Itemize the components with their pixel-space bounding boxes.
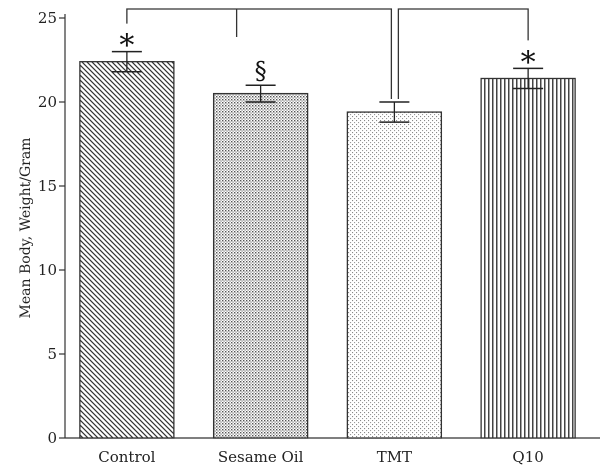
y-tick-label: 20 <box>38 93 57 111</box>
bars <box>79 61 576 439</box>
significance-brackets <box>126 8 529 99</box>
bar-tmt <box>346 111 443 439</box>
bar-sesame-oil <box>212 92 309 439</box>
x-tick-labels: Control Sesame Oil TMT Q10 <box>98 448 544 466</box>
x-tick-label: Q10 <box>512 448 543 466</box>
x-tick-label: Control <box>98 448 155 466</box>
y-tick-label: 25 <box>38 9 57 27</box>
bracket-tmt-q10 <box>397 8 529 99</box>
y-tick-label: 10 <box>38 261 57 279</box>
error-bar <box>245 84 276 103</box>
x-tick-label: Sesame Oil <box>218 448 304 466</box>
y-tick-label: 0 <box>47 429 57 447</box>
significance-mark: § <box>255 57 267 85</box>
error-bar <box>513 67 544 90</box>
y-ticks: 0 5 10 15 20 25 <box>38 9 65 447</box>
x-tick-label: TMT <box>377 448 412 466</box>
error-bar <box>111 50 142 73</box>
significance-annotations: * § * <box>119 29 535 86</box>
y-tick-label: 15 <box>38 177 57 195</box>
y-axis-title: Mean Body, Weight/Gram <box>18 138 34 319</box>
bracket-control-tmt <box>126 8 393 99</box>
error-bars <box>111 50 544 123</box>
significance-mark: * <box>521 45 536 80</box>
bar-q10 <box>480 77 576 439</box>
significance-mark: * <box>119 29 134 64</box>
y-tick-label: 5 <box>47 345 57 363</box>
error-bar <box>379 101 410 123</box>
bar-control <box>79 61 175 439</box>
